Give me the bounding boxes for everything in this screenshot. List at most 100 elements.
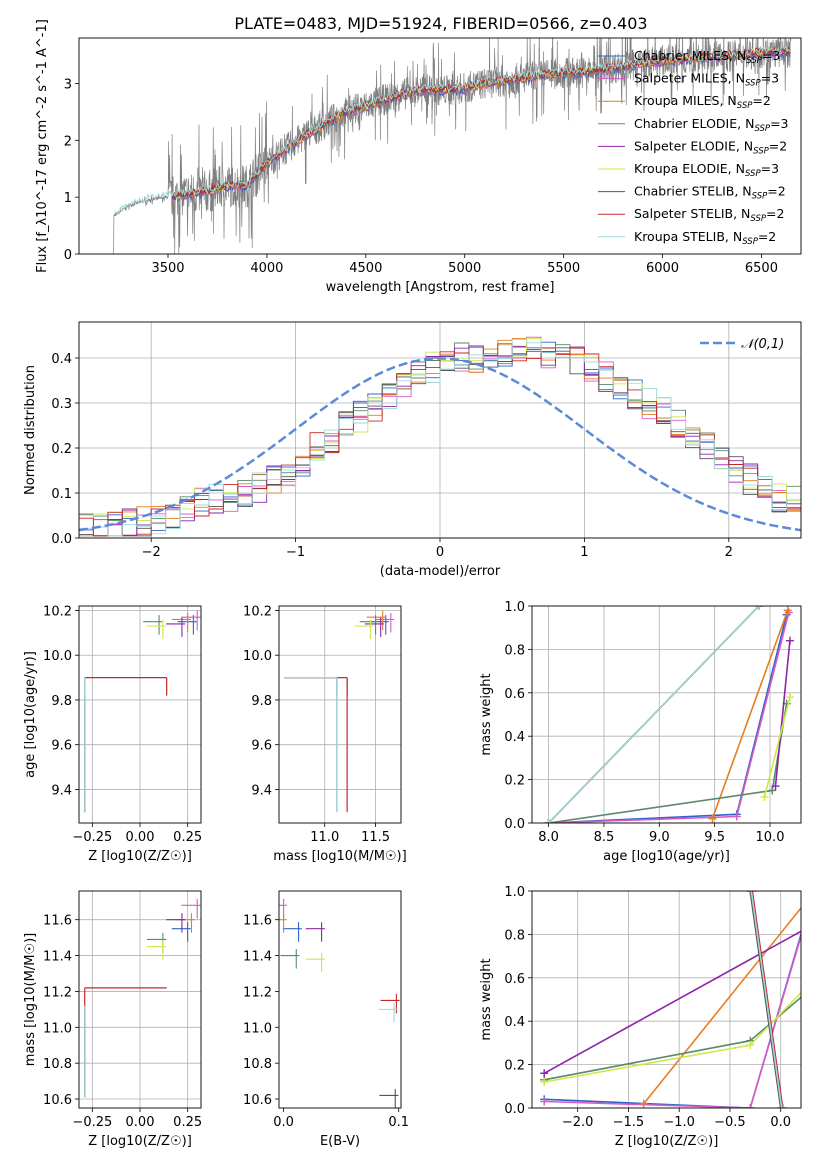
panel-spectrum: 3500 4000 4500 5000 5500 6000 6500 0 1 2 3 waveleng… [35, 19, 802, 295]
x-tick-label: 0.25 [173, 830, 202, 845]
weight-line [548, 612, 790, 823]
x-tick-label: −2 [142, 545, 161, 560]
weight-line [750, 891, 783, 1108]
x-tick-label: 0.00 [126, 1115, 155, 1130]
x-tick-label: 11.5 [361, 830, 390, 845]
x-tick-label: 0.00 [126, 830, 155, 845]
x-axis-label: E(B-V) [320, 1134, 360, 1149]
normal-curve [79, 357, 801, 532]
x-axis-label: (data-model)/error [380, 564, 501, 579]
y-tick-label: 11.2 [243, 985, 272, 1000]
plot-area [79, 891, 201, 1108]
y-tick-label: 0.8 [504, 643, 525, 658]
y-tick-label: 11.4 [243, 950, 272, 965]
y-tick-label: 11.4 [43, 950, 72, 965]
x-tick-label: 3500 [151, 261, 184, 276]
plot-area [532, 891, 801, 1108]
y-tick-label: 10.6 [243, 1093, 272, 1108]
x-tick-label: 0.25 [173, 1115, 202, 1130]
x-tick-label: −0.25 [72, 830, 112, 845]
panel-weight_vs_age: 8.0 8.5 9.0 9.5 10.0 0.0 0.2 0.4 0.6 0.8 1.0 age [l… [479, 600, 802, 864]
y-tick-label: 0.6 [504, 687, 525, 702]
y-tick-label: 0.2 [504, 774, 525, 789]
y-tick-label: 10.2 [43, 604, 72, 619]
x-tick-label: 5500 [547, 261, 580, 276]
axes-frame [78, 37, 802, 255]
x-axis-label: Z [log10(Z/Z☉)] [88, 1134, 192, 1149]
legend-label: 𝒩(0,1) [741, 337, 784, 352]
model-line [171, 45, 791, 199]
y-tick-label: 0.4 [51, 352, 72, 367]
legend-label: Chabrier STELIB, NSSP=2 [634, 184, 786, 202]
y-tick-label: 11.6 [243, 914, 272, 929]
y-tick-label: 11.0 [43, 1021, 72, 1036]
x-axis-label: Z [log10(Z/Z☉)] [615, 1134, 719, 1149]
y-tick-label: 9.4 [251, 783, 272, 798]
plot-area [279, 898, 400, 1108]
y-tick-label: 0.8 [504, 928, 525, 943]
weight-line [548, 614, 788, 823]
y-tick-label: 0.0 [51, 532, 72, 547]
legend-label: Salpeter STELIB, NSSP=2 [634, 206, 784, 224]
x-tick-label: 0.0 [770, 1115, 791, 1130]
y-tick-label: 0.6 [504, 972, 525, 987]
y-tick-label: 2 [64, 134, 72, 149]
weight-line [544, 931, 801, 1108]
plot-area [112, 38, 792, 254]
x-tick-label: 4000 [250, 261, 283, 276]
weight-line [543, 930, 801, 1075]
panel-weight_vs_Z: −2.0 −1.5 −1.0 −0.5 0.0 0.0 0.2 0.4 0.6 0.8 1.0 Z [… [479, 885, 802, 1149]
x-axis-label: Z [log10(Z/Z☉)] [88, 849, 192, 864]
y-axis-label: mass weight [479, 958, 494, 1040]
x-tick-label: 8.0 [538, 830, 559, 845]
y-tick-label: 9.4 [51, 783, 72, 798]
panel-mass_vs_EBV: 0.0 0.1 10.6 10.8 11.0 11.2 11.4 11.6 E(B-V) [243, 890, 409, 1149]
weight-line [643, 906, 801, 1105]
weight-line [711, 610, 789, 819]
panel-residuals: −2 −1 0 1 2 0.0 0.1 0.2 0.3 0.4 (data-model)/error… [23, 321, 802, 579]
x-tick-label: 1 [580, 545, 588, 560]
y-tick-label: 1.0 [504, 600, 525, 615]
y-tick-label: 9.6 [51, 739, 72, 754]
y-tick-label: 3 [64, 77, 72, 92]
x-tick-label: −0.5 [714, 1115, 746, 1130]
y-tick-label: 0.1 [51, 487, 72, 502]
legend: 𝒩(0,1) [700, 337, 784, 352]
legend-label: Salpeter ELODIE, NSSP=2 [634, 138, 787, 156]
x-tick-label: 8.5 [594, 830, 615, 845]
y-axis-label: mass [log10(M/M☉)] [23, 933, 38, 1066]
x-tick-label: 9.5 [704, 830, 725, 845]
legend-label: Kroupa MILES, NSSP=2 [634, 93, 771, 111]
y-tick-label: 9.8 [251, 694, 272, 709]
panel-age_vs_mass: 11.0 11.5 9.4 9.6 9.8 10.0 10.2 mass [log10(M/M… [243, 604, 407, 864]
y-tick-label: 11.0 [243, 1021, 272, 1036]
legend-label: Kroupa ELODIE, NSSP=3 [634, 161, 779, 179]
x-axis-label: wavelength [Angstrom, rest frame] [326, 280, 555, 295]
axes-frame [278, 605, 402, 824]
x-tick-label: 0.1 [388, 1115, 409, 1130]
x-tick-label: 9.0 [649, 830, 670, 845]
histogram-step [79, 339, 801, 537]
weight-line [749, 891, 782, 1108]
y-axis-label: mass weight [479, 673, 494, 755]
x-axis-label: age [log10(age/yr)] [603, 849, 730, 864]
axes-frame [78, 890, 202, 1109]
legend-label: Kroupa STELIB, NSSP=2 [634, 229, 776, 247]
panel-age_vs_Z: −0.25 0.00 0.25 9.4 9.6 9.8 10.0 10.2 Z [log10(Z… [23, 604, 202, 864]
y-tick-label: 0.0 [504, 1102, 525, 1117]
y-tick-label: 0.3 [51, 397, 72, 412]
y-tick-label: 0.2 [51, 442, 72, 457]
axes-frame [78, 321, 802, 539]
plot-area [279, 606, 401, 823]
y-tick-label: 0.0 [504, 817, 525, 832]
legend-label: Salpeter MILES, NSSP=3 [634, 71, 779, 89]
y-tick-label: 0 [64, 248, 72, 263]
weight-line [751, 891, 784, 1108]
axes-frame [531, 890, 802, 1109]
y-tick-label: 10.2 [243, 604, 272, 619]
figure-title: PLATE=0483, MJD=51924, FIBERID=0566, z=0… [234, 14, 647, 33]
x-tick-label: 6500 [745, 261, 778, 276]
x-tick-label: 2 [725, 545, 733, 560]
y-tick-label: 10.8 [43, 1057, 72, 1072]
